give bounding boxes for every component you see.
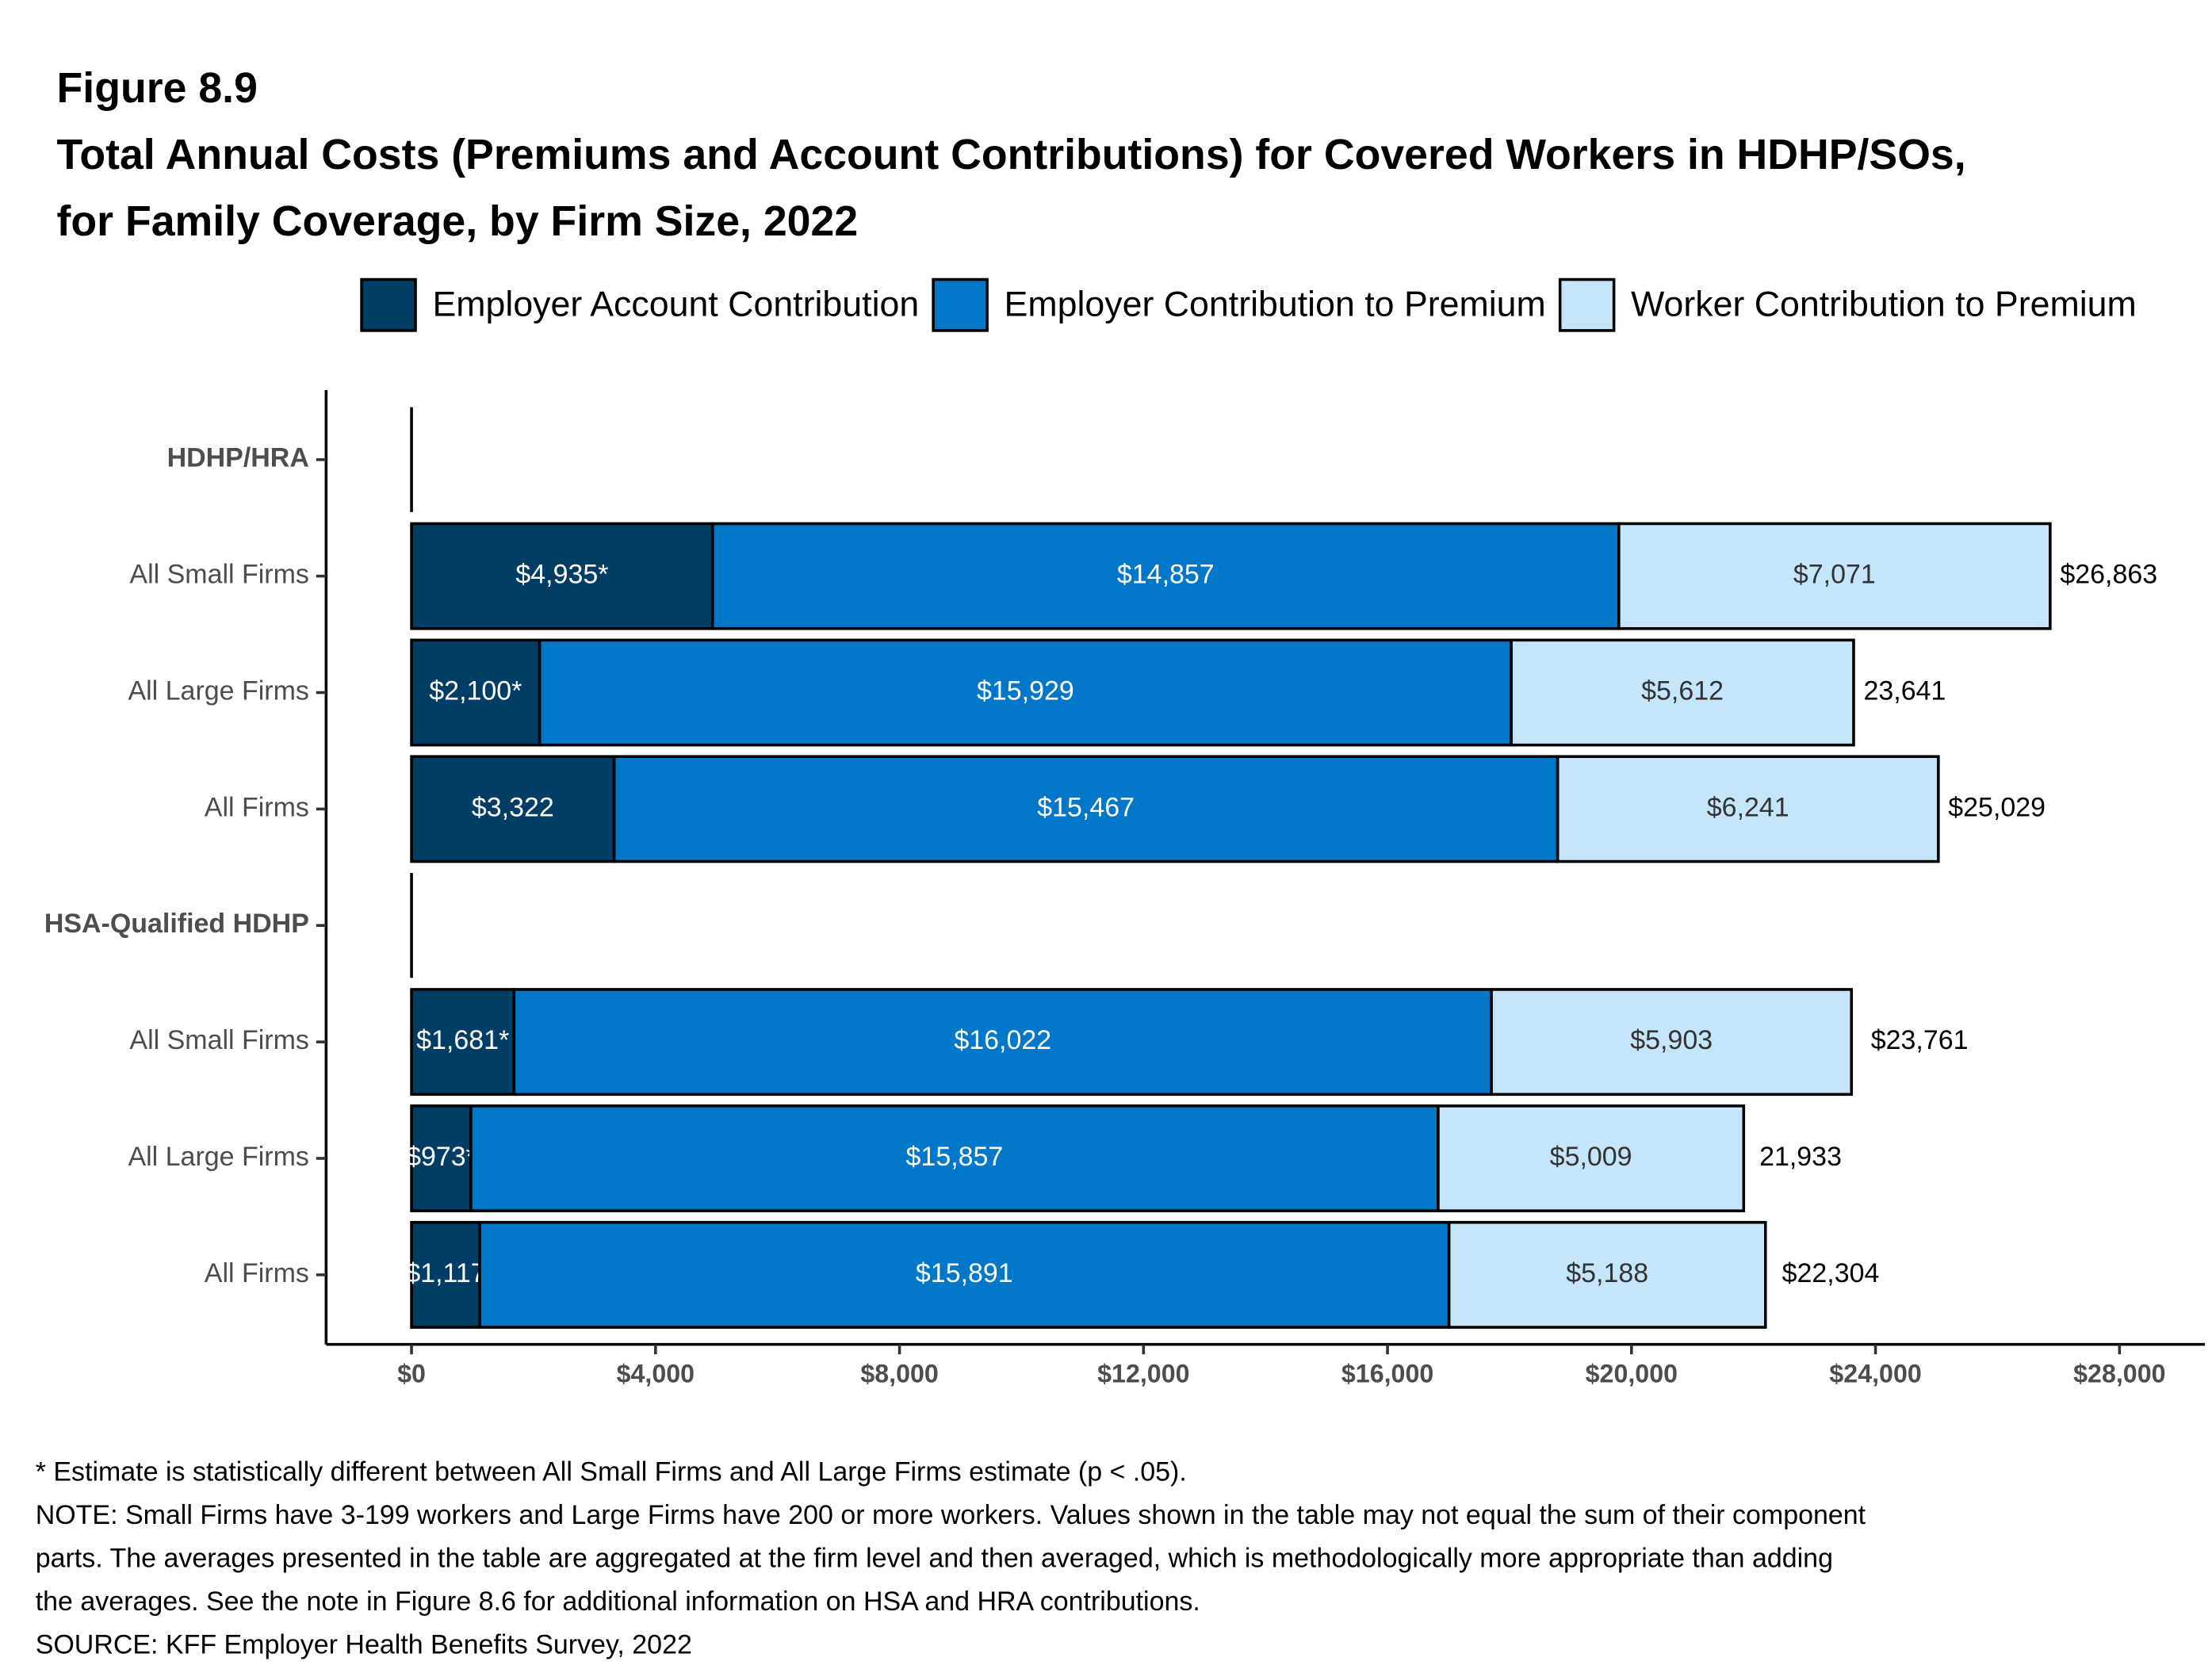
footnote: the averages. See the note in Figure 8.6…: [36, 1587, 1200, 1617]
value-label: $1,681*: [416, 1025, 509, 1055]
value-label: $5,188: [1566, 1258, 1648, 1288]
total-label: 23,641: [1863, 676, 1946, 706]
y-tick-label: All Large Firms: [128, 1142, 308, 1172]
bar-segment: [1490, 988, 1854, 1097]
y-tick-label: All Large Firms: [128, 676, 308, 706]
bar-segment: [1617, 522, 2052, 630]
value-label: $14,857: [1117, 560, 1215, 590]
figure-label: Figure 8.9: [57, 64, 258, 112]
x-tick-label: $16,000: [1341, 1359, 1433, 1388]
x-tick-label: $24,000: [1829, 1359, 1921, 1388]
value-label: $7,071: [1793, 560, 1876, 590]
total-label: $26,863: [2060, 560, 2157, 590]
x-tick-label: $28,000: [2073, 1359, 2165, 1388]
bar-segment: [478, 1220, 1451, 1329]
value-label: $1,117: [405, 1258, 485, 1288]
y-tick-label: All Firms: [205, 1258, 309, 1288]
bar-segment: [612, 755, 1559, 863]
value-label: $15,467: [1037, 792, 1135, 822]
bar-segment: [1510, 638, 1855, 747]
legend-label: Employer Contribution to Premium: [1005, 285, 1546, 323]
footnote: * Estimate is statistically different be…: [36, 1456, 1187, 1487]
bar-segment: [469, 1104, 1440, 1212]
value-label: $15,929: [977, 676, 1074, 706]
value-label: $4,935*: [515, 560, 608, 590]
value-label: $3,322: [472, 792, 554, 822]
x-tick-label: $12,000: [1097, 1359, 1189, 1388]
legend-swatch: [360, 278, 417, 332]
value-label: $973*: [406, 1142, 476, 1172]
x-tick-label: $8,000: [860, 1359, 938, 1388]
value-label: $6,241: [1707, 792, 1789, 822]
x-tick-label: $0: [397, 1359, 426, 1388]
y-tick-label: HDHP/HRA: [167, 443, 309, 473]
chart-title: Total Annual Costs (Premiums and Account…: [57, 131, 1966, 178]
footnote: NOTE: Small Firms have 3-199 workers and…: [36, 1500, 1866, 1530]
bar-segment: [410, 1220, 481, 1329]
x-tick-label: $20,000: [1586, 1359, 1678, 1388]
y-tick-label: All Small Firms: [129, 1025, 308, 1055]
y-tick-label: All Small Firms: [129, 560, 308, 590]
value-label: $5,009: [1550, 1142, 1632, 1172]
bar-segment: [410, 988, 516, 1097]
total-label: $25,029: [1948, 792, 2046, 822]
total-label: 21,933: [1759, 1142, 1842, 1172]
total-label: $22,304: [1782, 1258, 1880, 1288]
legend-label: Worker Contribution to Premium: [1631, 285, 2137, 323]
value-label: $15,857: [906, 1142, 1004, 1172]
bar-segment: [410, 755, 616, 863]
bar-segment: [1437, 1104, 1746, 1212]
total-label: $23,761: [1871, 1025, 1969, 1055]
value-label: $2,100*: [429, 676, 522, 706]
chart-title: for Family Coverage, by Firm Size, 2022: [57, 197, 859, 245]
value-label: $15,891: [916, 1258, 1013, 1288]
legend-label: Employer Account Contribution: [432, 285, 919, 323]
x-tick-label: $4,000: [617, 1359, 695, 1388]
legend-swatch: [932, 278, 989, 332]
y-tick-label: HSA-Qualified HDHP: [44, 909, 309, 939]
value-label: $5,612: [1641, 676, 1724, 706]
bar-segment: [1556, 755, 1940, 863]
value-label: $5,903: [1630, 1025, 1713, 1055]
bar-segment: [710, 522, 1621, 630]
legend-swatch: [1558, 278, 1616, 332]
bar-segment: [1447, 1220, 1767, 1329]
value-label: $16,022: [954, 1025, 1051, 1055]
footnote: parts. The averages presented in the tab…: [36, 1543, 1833, 1573]
y-tick-label: All Firms: [205, 792, 309, 822]
footnote: SOURCE: KFF Employer Health Benefits Sur…: [36, 1630, 692, 1660]
